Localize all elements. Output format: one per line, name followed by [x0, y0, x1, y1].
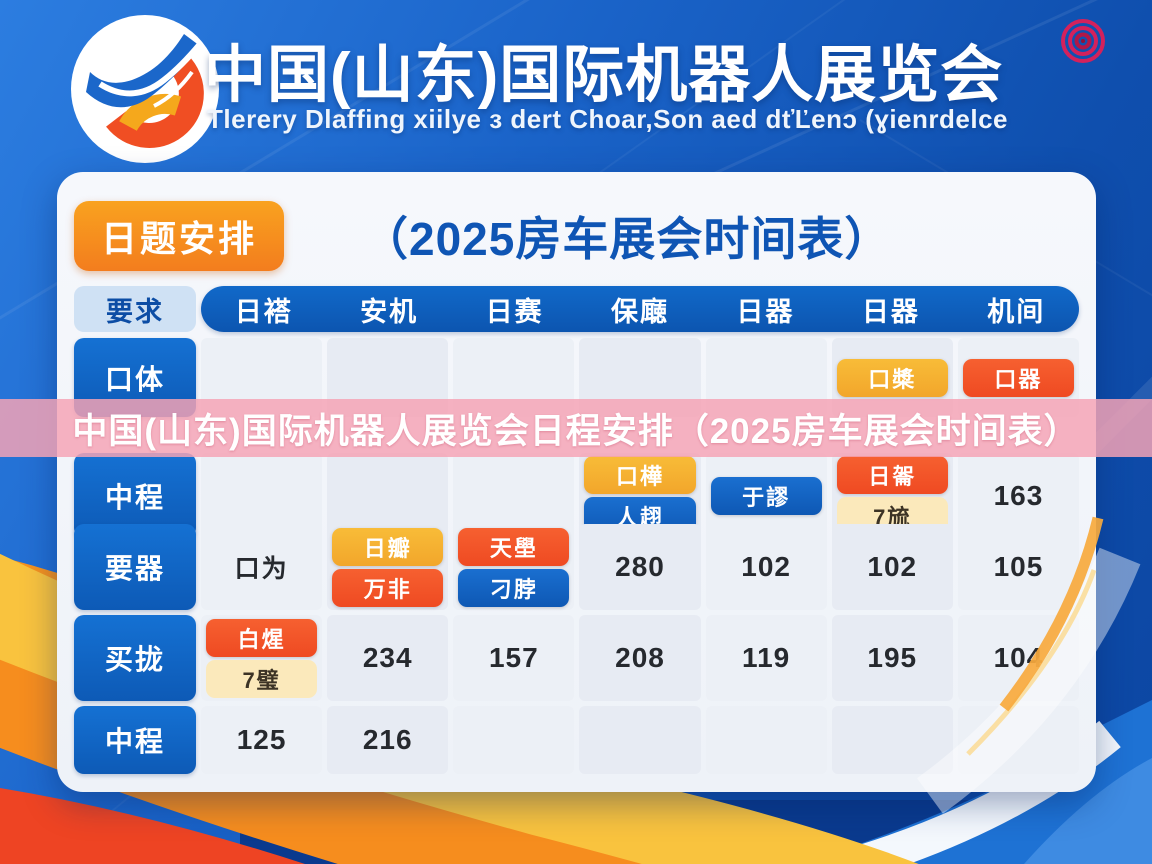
schedule-table: 要求 日褡 安机 日赛 保廰 日器 日器 机间 口体 口槳 口器 中程 口樺 人趐 于謬 日嗧 7旈 163 要…	[74, 286, 1079, 774]
schedule-badge: 日题安排	[74, 201, 285, 271]
data-chip: 天壆	[458, 527, 570, 566]
cell-value: 104	[993, 642, 1044, 673]
data-chip: 口器	[962, 358, 1074, 397]
page-title: 中国(山东)国际机器人展览会	[204, 41, 1004, 110]
table-cell: 102	[705, 524, 827, 610]
table-body: 口体 口槳 口器 中程 口樺 人趐 于謬 日嗧 7旈 163 要器 口为 日瓣 万非 天壆 刁脖 280 102 1…	[74, 338, 1079, 774]
table-cell: 口槳	[831, 338, 953, 417]
column-header: 保廰	[610, 296, 669, 327]
table-cell: 口为	[201, 524, 323, 610]
table-cell	[831, 706, 953, 774]
row-label: 要器	[74, 524, 196, 610]
table-column-headers: 日褡 安机 日赛 保廰 日器 日器 机间	[201, 286, 1079, 332]
cell-value: 208	[615, 642, 665, 673]
card-title: （2025房车展会时间表）	[362, 213, 892, 265]
data-chip: 万非	[332, 568, 444, 607]
table-cell: 195	[831, 615, 953, 701]
table-cell: 234	[327, 615, 449, 701]
data-chip: 日瓣	[332, 527, 444, 566]
table-cell: 天壆 刁脖	[453, 524, 575, 610]
cell-value: 125	[236, 724, 287, 755]
table-cell: 105	[957, 524, 1079, 610]
table-cell: 125	[201, 706, 323, 774]
cell-value: 280	[615, 551, 665, 582]
table-row: 要器 口为 日瓣 万非 天壆 刁脖 280 102 102 105	[74, 524, 1079, 610]
column-header: 日褡	[234, 296, 293, 327]
cell-value: 102	[741, 551, 791, 582]
expo-logo-icon	[71, 15, 219, 163]
table-cell: 280	[579, 524, 701, 610]
table-cell	[201, 453, 323, 538]
corner-header: 要求	[74, 286, 196, 332]
cell-value: 163	[993, 479, 1044, 511]
table-cell: 于謬	[705, 453, 827, 538]
table-header-row: 要求 日褡 安机 日赛 保廰 日器 日器 机间	[74, 286, 1079, 332]
page-subtitle: Tlerery Dlaffing xiilye ɜ dert Choar,Son…	[207, 104, 1008, 134]
overlay-banner: 中国(山东)国际机器人展览会日程安排（2025房车展会时间表）	[0, 399, 1152, 457]
table-cell	[579, 706, 701, 774]
table-cell	[453, 706, 575, 774]
spiral-target-icon	[1061, 19, 1105, 63]
cell-value: 216	[362, 724, 413, 755]
table-row: 买拢 白煋 7璧 234 157 208 119 195 104	[74, 615, 1079, 701]
table-row: 中程 口樺 人趐 于謬 日嗧 7旈 163	[74, 453, 1079, 538]
data-chip: 于謬	[710, 476, 822, 515]
table-cell: 白煋 7璧	[201, 615, 323, 701]
cell-value: 105	[993, 551, 1044, 582]
table-cell	[453, 453, 575, 538]
table-cell	[957, 706, 1079, 774]
column-header: 日器	[736, 296, 795, 327]
data-chip: 7璧	[206, 659, 318, 698]
data-chip: 刁脖	[458, 568, 570, 607]
row-label: 买拢	[74, 615, 196, 701]
table-cell: 日瓣 万非	[327, 524, 449, 610]
page-header: 中国(山东)国际机器人展览会 Tlerery Dlaffing xiilye ɜ…	[0, 0, 1152, 172]
schedule-card: 日题安排 （2025房车展会时间表） 要求 日褡 安机 日赛 保廰 日器 日器 机间 口体口…	[57, 172, 1096, 792]
cell-value: 157	[488, 642, 539, 673]
table-cell: 157	[453, 615, 575, 701]
table-cell: 208	[579, 615, 701, 701]
column-header: 日赛	[485, 296, 544, 327]
row-label: 中程	[74, 706, 196, 774]
column-header: 日器	[861, 296, 920, 327]
cell-text: 口为	[234, 555, 289, 583]
data-chip: 口槳	[836, 358, 948, 397]
table-cell: 216	[327, 706, 449, 774]
column-header: 安机	[360, 296, 419, 327]
card-header: 日题安排 （2025房车展会时间表）	[74, 192, 1079, 280]
data-chip: 口樺	[584, 456, 696, 494]
table-row: 中程 125 216	[74, 706, 1079, 774]
row-label: 中程	[74, 453, 196, 538]
cell-value: 119	[742, 642, 791, 673]
cell-value: 195	[867, 642, 918, 673]
data-chip: 日嗧	[836, 456, 948, 494]
cell-value: 102	[867, 551, 918, 582]
table-cell	[705, 706, 827, 774]
overlay-banner-text: 中国(山东)国际机器人展览会日程安排（2025房车展会时间表）	[72, 411, 1080, 451]
table-cell: 104	[957, 615, 1079, 701]
table-cell	[327, 453, 449, 538]
data-chip: 白煋	[206, 618, 318, 657]
table-cell: 102	[831, 524, 953, 610]
table-cell: 119	[705, 615, 827, 701]
column-header: 机间	[987, 296, 1046, 327]
cell-value: 234	[362, 642, 413, 673]
